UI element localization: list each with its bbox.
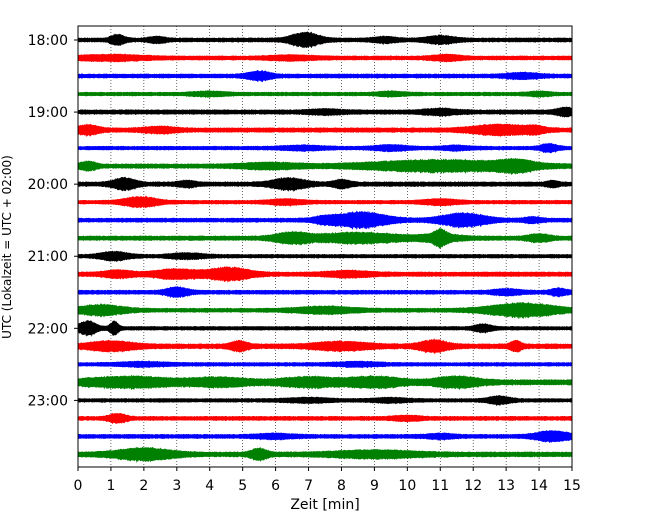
plot-frame (77, 25, 573, 468)
x-axis-label: Zeit [min] (290, 497, 359, 513)
x-tick-label: 11 (431, 478, 449, 494)
x-tick-label: 7 (304, 478, 313, 494)
x-tick-label: 2 (139, 478, 148, 494)
y-axis-label: UTC (Lokalzeit = UTC + 02:00) (0, 155, 14, 339)
x-tick-label: 15 (563, 478, 581, 494)
x-tick-label: 10 (398, 478, 416, 494)
x-tick-label: 4 (205, 478, 214, 494)
y-tick-label: 21:00 (28, 249, 68, 265)
y-tick-label: 18:00 (28, 33, 68, 49)
x-tick-label: 5 (238, 478, 247, 494)
x-tick-label: 0 (74, 478, 83, 494)
x-axis: 0 1 2 3 4 5 6 7 8 9 10 11 12 13 14 15 (74, 467, 581, 494)
x-tick-label: 6 (271, 478, 280, 494)
x-tick-label: 12 (464, 478, 482, 494)
trace-series-group (77, 31, 573, 464)
y-tick-label: 23:00 (28, 393, 68, 409)
x-tick-label: 9 (370, 478, 379, 494)
x-tick-label: 14 (530, 478, 548, 494)
x-tick-label: 3 (172, 478, 181, 494)
x-tick-label: 1 (106, 478, 115, 494)
x-tick-label: 13 (497, 478, 515, 494)
y-tick-label: 20:00 (28, 177, 68, 193)
y-axis: 18:00 19:00 20:00 21:00 22:00 23:00 (28, 33, 78, 409)
y-tick-label: 19:00 (28, 105, 68, 121)
x-tick-label: 8 (337, 478, 346, 494)
y-tick-label: 22:00 (28, 321, 68, 337)
